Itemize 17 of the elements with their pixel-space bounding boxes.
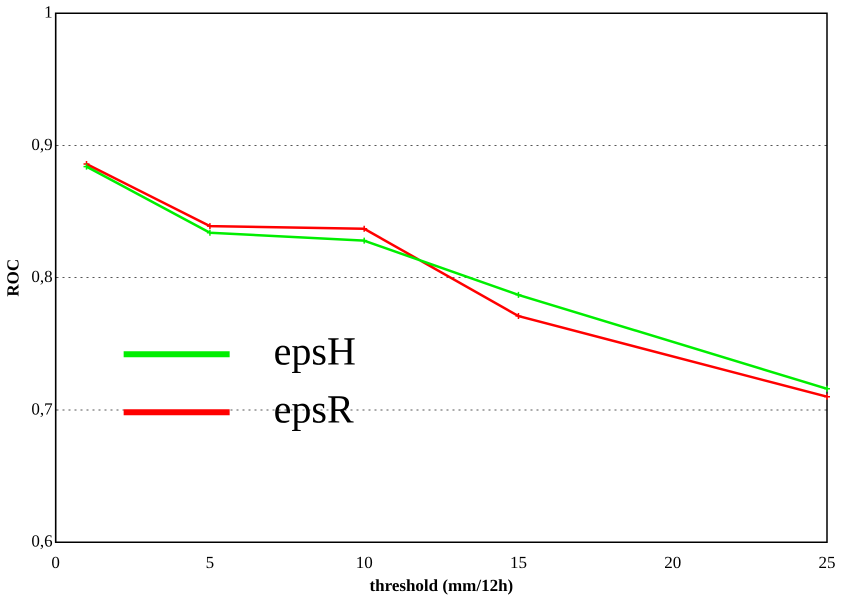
point [514, 291, 522, 299]
x-tick-label: 5 [206, 552, 214, 572]
point [514, 312, 522, 320]
x-tick-label: 15 [510, 552, 527, 572]
y-tick-label: 0,7 [31, 399, 54, 418]
y-tick-label: 1 [44, 2, 53, 22]
x-tick-label: 0 [51, 552, 60, 572]
x-tick-label: 10 [356, 552, 373, 572]
y-tick-label: 0,8 [31, 267, 53, 286]
x-axis-title: threshold (mm/12h) [369, 576, 514, 596]
x-tick-label: 25 [818, 552, 836, 572]
y-axis-title: ROC [4, 258, 23, 297]
y-tick-label: 0,9 [31, 134, 53, 154]
y-tick-label: 0,6 [31, 532, 53, 551]
legend-label: epsR [274, 386, 354, 432]
x-tick-label: 20 [664, 552, 682, 572]
legend-label: epsH [274, 328, 356, 374]
